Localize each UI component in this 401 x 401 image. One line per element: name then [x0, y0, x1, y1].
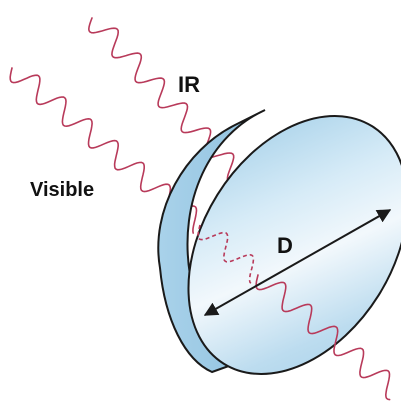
ir-label: IR — [178, 72, 200, 97]
visible-label: Visible — [30, 179, 94, 201]
window-edge — [157, 109, 266, 374]
diameter-label: D — [277, 233, 293, 258]
double-headed-arrow-icon — [203, 209, 392, 316]
ir-wave — [87, 17, 237, 184]
